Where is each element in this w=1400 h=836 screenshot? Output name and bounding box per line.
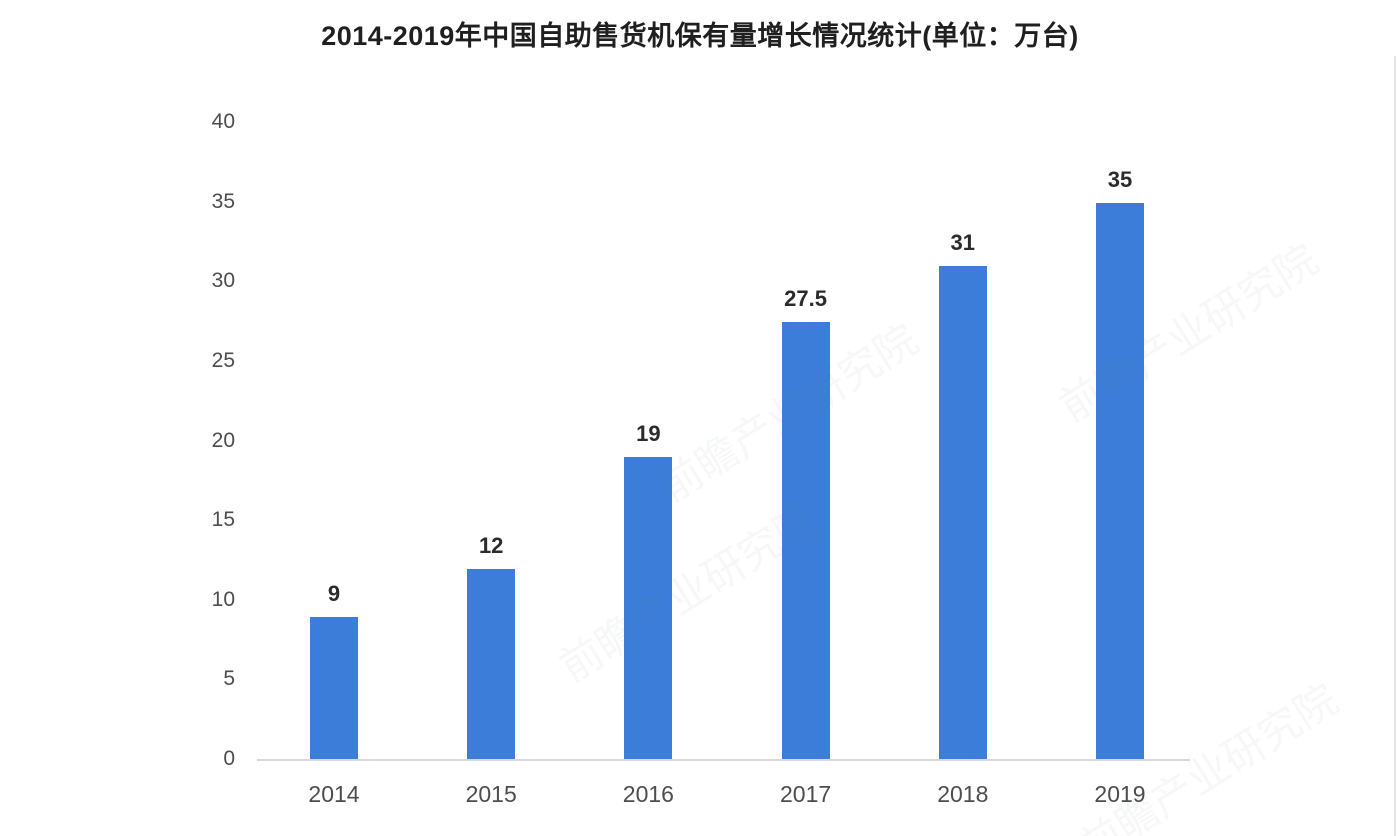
- bar-2018: [938, 266, 987, 760]
- y-axis-tick-label: 40: [211, 110, 235, 133]
- image-right-border: [1394, 56, 1396, 836]
- bar-value-label: 31: [950, 230, 976, 256]
- bar-2014: [310, 616, 358, 760]
- y-axis-tick-label: 30: [211, 269, 235, 293]
- x-axis-tick-label: 2016: [622, 781, 674, 807]
- watermark: 前瞻产业研究院: [1051, 235, 1326, 431]
- bar-value-label: 27.5: [784, 286, 827, 312]
- bar-value-label: 9: [327, 580, 341, 606]
- x-axis-tick-label: 2017: [780, 781, 832, 807]
- y-axis-tick-label: 20: [211, 428, 235, 452]
- bar-2019: [1096, 202, 1144, 760]
- x-axis-tick-label: 2014: [308, 781, 360, 807]
- bar-value-label: 35: [1107, 166, 1133, 192]
- bar-value-label: 12: [478, 532, 504, 558]
- x-axis-tick-label: 2015: [465, 781, 517, 807]
- y-axis-tick-label: 5: [223, 667, 235, 691]
- chart-title: 2014-2019年中国自助售货机保有量增长情况统计(单位：万台): [321, 21, 1079, 51]
- y-axis-tick-label: 35: [211, 189, 235, 213]
- bar-2016: [624, 457, 673, 760]
- y-axis-tick-label: 0: [223, 747, 235, 770]
- x-axis-line: [257, 759, 1190, 761]
- bar-2017: [781, 322, 830, 760]
- bar-value-label: 19: [636, 421, 661, 447]
- x-axis-tick-label: 2019: [1094, 781, 1146, 807]
- x-axis-tick-label: 2018: [937, 781, 989, 807]
- y-axis-tick-label: 10: [211, 587, 235, 611]
- y-axis-tick-label: 15: [211, 508, 235, 532]
- y-axis-tick-label: 25: [211, 348, 235, 372]
- bar-2015: [467, 568, 516, 760]
